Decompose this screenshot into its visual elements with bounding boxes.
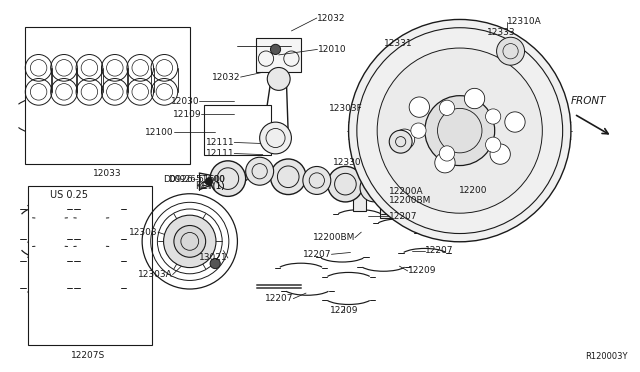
Text: 12303F: 12303F — [329, 104, 362, 113]
Text: 12033: 12033 — [93, 169, 122, 177]
Bar — [24, 27, 190, 164]
Circle shape — [409, 97, 429, 117]
Circle shape — [440, 100, 454, 115]
Circle shape — [164, 215, 216, 267]
Text: 12331: 12331 — [383, 39, 412, 48]
Text: 12303A: 12303A — [138, 270, 173, 279]
Text: 12333: 12333 — [487, 28, 516, 37]
Circle shape — [490, 144, 510, 164]
Text: 12200BM: 12200BM — [388, 196, 431, 205]
Text: 12032: 12032 — [212, 73, 241, 81]
Circle shape — [303, 167, 331, 195]
Text: 12310A: 12310A — [508, 17, 542, 26]
Text: 12207: 12207 — [388, 212, 417, 221]
Circle shape — [486, 109, 500, 124]
Bar — [353, 187, 365, 211]
Circle shape — [381, 174, 417, 209]
Text: 12209: 12209 — [330, 306, 358, 315]
Circle shape — [268, 67, 290, 90]
Text: 12111: 12111 — [205, 138, 234, 147]
Text: KEY(1): KEY(1) — [195, 182, 225, 191]
Text: R120003Y: R120003Y — [586, 352, 628, 361]
Circle shape — [360, 174, 388, 202]
Text: 12207: 12207 — [303, 250, 332, 259]
Circle shape — [260, 122, 291, 154]
Text: KEY(1): KEY(1) — [197, 182, 225, 191]
Text: 12200: 12200 — [458, 186, 487, 195]
Bar — [257, 38, 301, 71]
Circle shape — [435, 153, 455, 173]
Circle shape — [271, 44, 280, 54]
Text: D0926-51600: D0926-51600 — [168, 175, 225, 184]
Circle shape — [271, 159, 306, 195]
Circle shape — [377, 48, 542, 213]
Text: 12100: 12100 — [145, 128, 174, 137]
Circle shape — [440, 146, 454, 161]
Circle shape — [210, 259, 220, 269]
Text: 12032: 12032 — [317, 13, 346, 22]
Text: 12200A: 12200A — [388, 187, 423, 196]
Circle shape — [486, 137, 500, 153]
Text: 13021: 13021 — [199, 253, 228, 263]
Circle shape — [411, 123, 426, 138]
Text: 12330: 12330 — [333, 157, 362, 167]
Circle shape — [497, 37, 525, 65]
Circle shape — [210, 161, 246, 196]
Text: 12111: 12111 — [205, 149, 234, 158]
Circle shape — [505, 112, 525, 132]
Circle shape — [205, 178, 212, 185]
Bar — [380, 194, 393, 218]
Circle shape — [465, 89, 484, 109]
Text: 12207: 12207 — [265, 294, 293, 303]
Bar — [28, 186, 152, 345]
Bar — [204, 105, 271, 155]
Circle shape — [349, 19, 571, 242]
Text: US 0.25: US 0.25 — [50, 190, 88, 200]
Circle shape — [394, 129, 415, 150]
Text: 12030: 12030 — [171, 97, 199, 106]
Text: D0926-51600: D0926-51600 — [163, 175, 225, 184]
Text: FRONT: FRONT — [571, 96, 607, 106]
Circle shape — [328, 166, 363, 202]
Text: 12303: 12303 — [129, 228, 158, 237]
Text: 12207S: 12207S — [71, 351, 105, 360]
Text: 12209: 12209 — [408, 266, 436, 275]
Circle shape — [246, 157, 274, 185]
Circle shape — [425, 96, 495, 166]
Text: 12207: 12207 — [425, 246, 453, 255]
Circle shape — [174, 225, 205, 257]
Text: 12200BM: 12200BM — [312, 233, 355, 242]
Circle shape — [389, 130, 412, 153]
Text: 12109: 12109 — [173, 109, 201, 119]
Text: 12010: 12010 — [317, 45, 346, 54]
